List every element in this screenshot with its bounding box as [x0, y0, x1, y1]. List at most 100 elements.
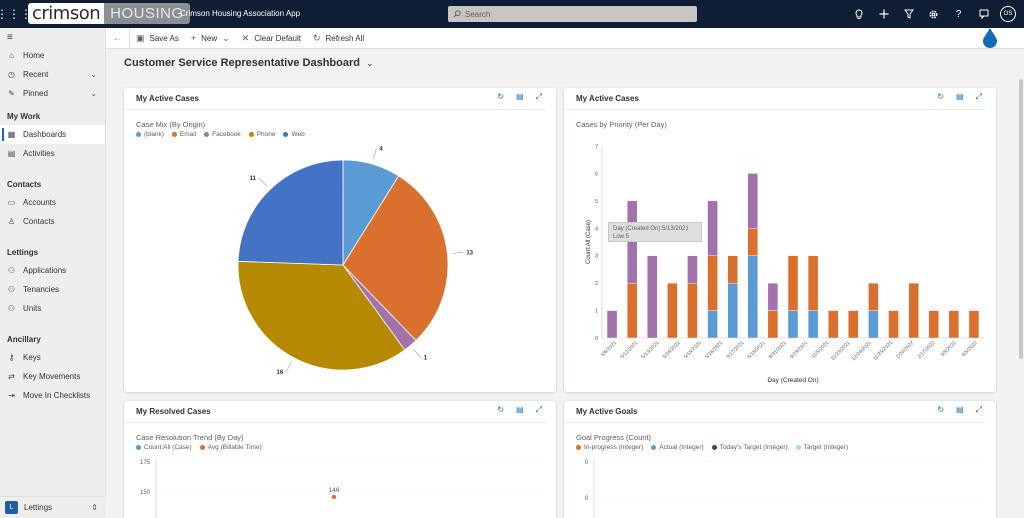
- filter-icon[interactable]: [896, 0, 921, 28]
- sidebar-item-move-in-checklists[interactable]: ⇥ Move In Checklists: [0, 386, 105, 405]
- legend-item[interactable]: Target (Integer): [795, 444, 848, 451]
- bar-segment[interactable]: [647, 255, 658, 339]
- refresh-icon[interactable]: ↻: [497, 405, 505, 414]
- chevron-down-icon[interactable]: ⌄: [222, 32, 230, 43]
- page-title[interactable]: Customer Service Representative Dashboar…: [124, 57, 374, 69]
- bar-segment[interactable]: [687, 255, 698, 284]
- chat-icon[interactable]: [971, 0, 996, 28]
- gear-icon[interactable]: [921, 0, 946, 28]
- refresh-icon[interactable]: ↻: [937, 92, 945, 101]
- lightbulb-icon[interactable]: [846, 0, 871, 28]
- legend-item[interactable]: In-progress (Integer): [576, 444, 643, 451]
- pie-slice[interactable]: [342, 175, 449, 342]
- pie-chart[interactable]: 4 13 1 16 11: [124, 88, 556, 392]
- legend-item[interactable]: Count:All (Case): [136, 444, 192, 451]
- sidebar-item-tenancies[interactable]: ⚇ Tenancies: [0, 280, 105, 299]
- bar-segment[interactable]: [747, 255, 758, 339]
- expand-icon[interactable]: ⤢: [535, 405, 542, 414]
- sidebar-item-recent[interactable]: ◷ Recent ⌄: [0, 65, 105, 84]
- sidebar-item-activities[interactable]: ▤ Activities: [0, 144, 105, 163]
- bar-segment[interactable]: [747, 173, 758, 229]
- bar-segment[interactable]: [888, 310, 899, 339]
- refresh-icon[interactable]: ↻: [497, 92, 505, 101]
- logo[interactable]: crimson HOUSING: [28, 3, 190, 24]
- pie-slice[interactable]: [237, 260, 406, 371]
- expand-icon[interactable]: ⤢: [975, 92, 982, 101]
- bar-segment[interactable]: [626, 200, 638, 284]
- bar-segment[interactable]: [767, 282, 779, 311]
- sidebar-item-pinned[interactable]: ✎ Pinned ⌄: [0, 84, 105, 103]
- legend-item[interactable]: Today's Target (Integer): [711, 444, 788, 451]
- water-drop-icon[interactable]: [980, 26, 1000, 48]
- legend-item[interactable]: Actual (Integer): [651, 444, 704, 451]
- sidebar-item-dashboards[interactable]: ▦ Dashboards: [0, 125, 105, 144]
- refresh-all-button[interactable]: ↻ Refresh All: [307, 28, 370, 49]
- legend-item[interactable]: Email: [171, 131, 196, 138]
- bar-segment[interactable]: [928, 310, 939, 339]
- scrollbar-thumb[interactable]: [1019, 79, 1023, 359]
- app-name[interactable]: Crimson Housing Association App: [180, 9, 301, 18]
- clear-default-button[interactable]: ✕ Clear Default: [236, 28, 307, 49]
- bar-segment[interactable]: [727, 282, 738, 339]
- expand-icon[interactable]: ⤢: [975, 405, 982, 414]
- bar-segment[interactable]: [727, 255, 738, 284]
- bar-segment[interactable]: [868, 310, 879, 339]
- trend-chart[interactable]: 175 150 146: [124, 401, 556, 518]
- bar-segment[interactable]: [828, 310, 839, 339]
- bar-segment[interactable]: [606, 310, 618, 339]
- sidebar-item-units[interactable]: ⚇ Units: [0, 299, 105, 318]
- view-records-icon[interactable]: ▤: [516, 92, 524, 101]
- new-button[interactable]: + New ⌄: [185, 28, 236, 49]
- legend-item[interactable]: Avg (Billable Time): [199, 444, 262, 451]
- sidebar-item-key-movements[interactable]: ⇄ Key Movements: [0, 367, 105, 386]
- bar-segment[interactable]: [747, 228, 758, 256]
- goal-chart[interactable]: 0 0: [564, 401, 996, 518]
- view-records-icon[interactable]: ▤: [956, 405, 964, 414]
- sidebar-item-home[interactable]: ⌂ Home: [0, 46, 105, 65]
- bar-segment[interactable]: [687, 282, 698, 339]
- bar-segment[interactable]: [626, 282, 638, 339]
- chevron-down-icon[interactable]: ⌄: [90, 70, 97, 79]
- bar-segment[interactable]: [968, 310, 980, 339]
- bar-segment[interactable]: [948, 310, 960, 339]
- search-input[interactable]: Search: [448, 6, 697, 22]
- sidebar-item-accounts[interactable]: ▭ Accounts: [0, 193, 105, 212]
- legend-item[interactable]: Facebook: [204, 131, 241, 138]
- refresh-icon[interactable]: ↻: [937, 405, 945, 414]
- area-badge: L: [5, 501, 18, 514]
- bar-segment[interactable]: [868, 282, 879, 311]
- chevron-down-icon[interactable]: ⌄: [365, 57, 374, 68]
- legend-item[interactable]: Phone: [248, 131, 275, 138]
- bar-segment[interactable]: [908, 282, 919, 339]
- bar-segment[interactable]: [848, 310, 859, 339]
- hamburger-icon[interactable]: ≡: [7, 31, 13, 43]
- bar-segment[interactable]: [807, 310, 819, 339]
- stacked-bar-chart[interactable]: 0 1 2 3 4 5 6 7 Count:All (Case) Day (Created On)…: [564, 88, 996, 392]
- legend-item[interactable]: Web: [283, 131, 305, 138]
- expand-icon[interactable]: ⤢: [535, 92, 542, 101]
- bar-segment[interactable]: [707, 310, 718, 339]
- bar-segment[interactable]: [787, 310, 799, 339]
- app-launcher-icon[interactable]: ⋮⋮⋮: [0, 7, 32, 21]
- bar-segment[interactable]: [667, 282, 678, 339]
- bar-segment[interactable]: [707, 255, 718, 311]
- back-arrow-icon[interactable]: ←: [106, 27, 130, 49]
- avatar[interactable]: OS: [1000, 6, 1016, 22]
- sidebar-item-contacts[interactable]: ♙ Contacts: [0, 212, 105, 231]
- plus-icon[interactable]: [871, 0, 896, 28]
- chevron-down-icon[interactable]: ⌄: [90, 89, 97, 98]
- bar-segment[interactable]: [767, 310, 779, 339]
- bar-segment[interactable]: [787, 255, 799, 311]
- bar-segment[interactable]: [807, 255, 819, 311]
- bar-segment[interactable]: [707, 200, 718, 256]
- sidebar-item-applications[interactable]: ⚇ Applications: [0, 261, 105, 280]
- legend-item[interactable]: (blank): [136, 131, 164, 138]
- sidebar-item-keys[interactable]: ⚷ Keys: [0, 348, 105, 367]
- area-switcher[interactable]: L Lettings ⇕: [0, 496, 106, 518]
- view-records-icon[interactable]: ▤: [956, 92, 964, 101]
- pie-slice[interactable]: [237, 159, 344, 266]
- help-icon[interactable]: ?: [955, 8, 962, 20]
- save-as-button[interactable]: ▣ Save As: [130, 28, 185, 49]
- page-scrollbar[interactable]: [1018, 49, 1024, 518]
- view-records-icon[interactable]: ▤: [516, 405, 524, 414]
